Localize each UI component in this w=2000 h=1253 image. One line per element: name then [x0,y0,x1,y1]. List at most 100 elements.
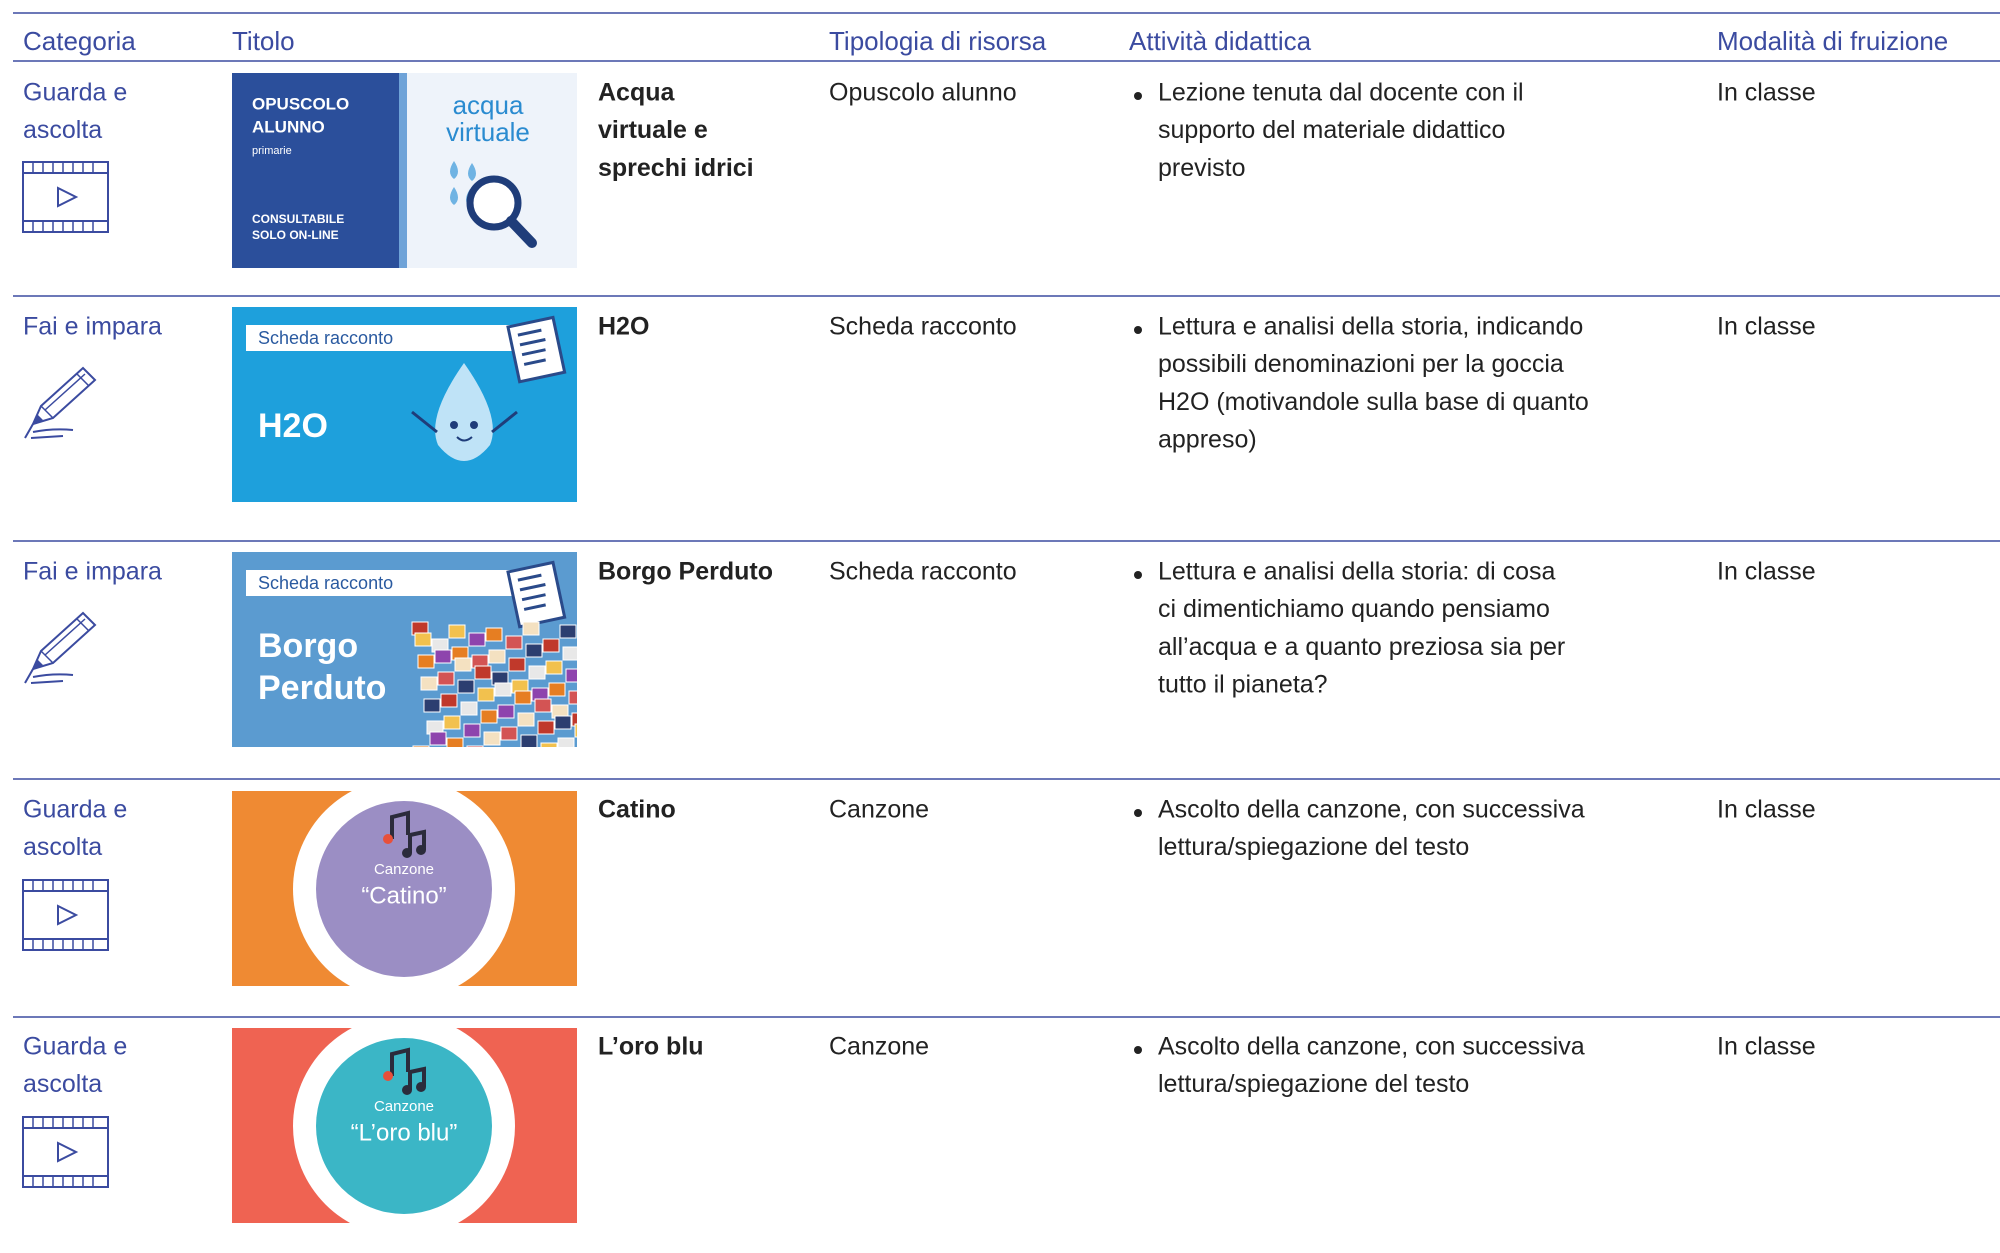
house [568,690,577,705]
bullet [1134,326,1142,334]
activity: all’acqua e a quanto preziosa sia per [1158,633,1565,661]
notes [390,1047,426,1090]
house [525,643,543,658]
activity: Lettura e analisi della storia: di cosa [1158,558,1556,586]
note-head [416,1082,426,1092]
house [520,734,538,747]
note-head [383,834,393,844]
resource-type: Opuscolo alunno [829,79,1017,107]
resource-type: Scheda racconto [829,558,1017,586]
mode: In classe [1717,796,1816,824]
house [488,649,506,664]
note-head [402,848,412,858]
activity: H2O (motivandole sulla base di quanto [1158,388,1589,416]
house [565,668,577,683]
eye [470,421,478,429]
resource-type: Scheda racconto [829,313,1017,341]
resource-type: Canzone [829,796,929,824]
house [448,624,466,639]
bullet [1134,571,1142,579]
thumbnail-text: Scheda racconto [258,573,393,593]
category-icon [22,879,109,951]
note-head [383,1071,393,1081]
thumbnail-text: Borgo [258,627,358,665]
house [500,726,518,741]
house [480,709,498,724]
house [483,731,501,746]
house [412,745,430,747]
activity: lettura/spiegazione del testo [1158,1070,1469,1098]
category: Fai e impara [23,313,162,341]
smile [456,436,473,442]
house [460,701,478,716]
house [457,679,475,694]
column-header: Attività didattica [1129,26,1312,56]
category: Guarda e [23,1033,127,1061]
house [522,621,540,636]
resource-title: sprechi idrici [598,154,754,182]
bullet [1134,92,1142,100]
thumbnail-text: “L’oro blu” [351,1119,458,1146]
house [514,690,532,705]
house [494,682,512,697]
mode: In classe [1717,79,1816,107]
house [443,715,461,730]
thumbnail-text: Perduto [258,669,386,707]
category-icon [22,161,109,233]
house [562,646,577,661]
resource-title: H2O [598,313,649,341]
mode: In classe [1717,313,1816,341]
house [557,737,575,747]
thumbnail-text: OPUSCOLO [252,94,349,113]
note-head [402,1085,412,1095]
thumbnail-text: Canzone [374,861,434,878]
house [468,632,486,647]
house [437,671,455,686]
note-head [416,845,426,855]
mode: In classe [1717,1033,1816,1061]
resource-title: Acqua [598,79,676,107]
house [537,720,555,735]
thumbnail-text: ALUNNO [252,117,325,136]
thumbnail-text: SOLO ON-LINE [252,228,339,242]
category: ascolta [23,1070,102,1098]
house [505,635,523,650]
house [528,665,546,680]
category: Guarda e [23,79,127,107]
house [420,676,438,691]
arms [411,410,518,434]
thumbnail-text: Scheda racconto [258,328,393,348]
eye [450,421,458,429]
thumbnail-text: “Catino” [361,882,446,909]
drop [450,187,458,205]
thumbnail-text: CONSULTABILE [252,212,344,226]
category-icon [24,367,96,439]
house [517,712,535,727]
resource-type: Canzone [829,1033,929,1061]
house [429,731,447,746]
activity: appreso) [1158,425,1257,453]
house [463,723,481,738]
house [485,627,503,642]
notes [390,810,426,853]
house [504,749,520,762]
resource-title: virtuale e [598,116,708,144]
magnifier [466,175,522,231]
thumbnail: Canzone “L’oro blu” [232,1028,577,1223]
house [417,654,435,669]
house [454,657,472,672]
house [477,687,495,702]
activity: Lettura e analisi della storia, indicand… [1158,313,1583,341]
house [559,624,577,639]
activity: lettura/spiegazione del testo [1158,833,1469,861]
strip [399,73,407,268]
magnifier-handle [506,216,537,248]
resource-title: L’oro blu [598,1033,704,1061]
drop [450,161,458,179]
thumbnail-text: Canzone [374,1098,434,1115]
thumbnail-text: acqua [453,90,524,120]
droplet [435,363,493,461]
house [474,665,492,680]
